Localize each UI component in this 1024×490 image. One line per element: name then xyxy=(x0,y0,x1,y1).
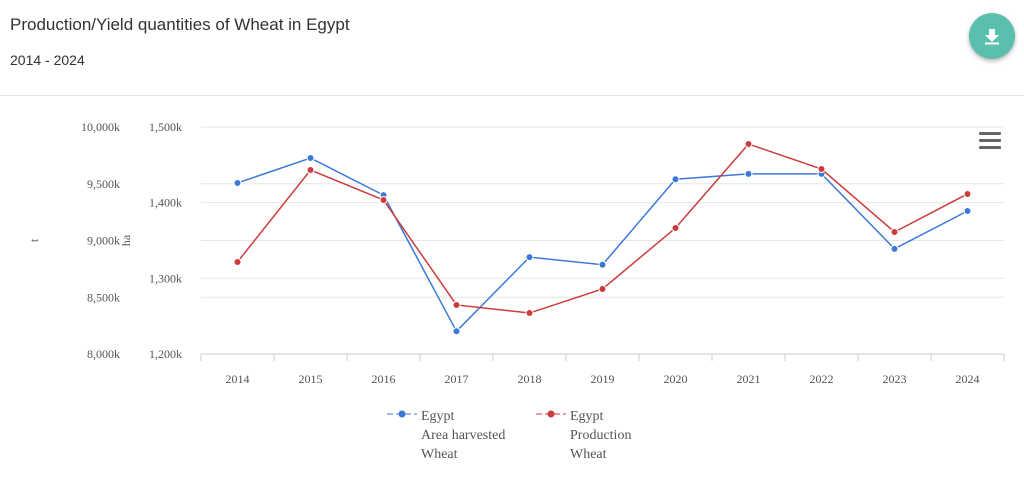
data-point xyxy=(452,327,461,336)
hamburger-menu-icon[interactable] xyxy=(979,132,1001,150)
legend-text: Wheat xyxy=(570,447,607,462)
data-point xyxy=(671,224,680,233)
chart-title: Production/Yield quantities of Wheat in … xyxy=(10,15,350,34)
x-tick-label: 2018 xyxy=(518,372,542,386)
data-point xyxy=(963,206,972,215)
x-tick-label: 2024 xyxy=(956,372,980,386)
data-point xyxy=(306,166,315,175)
data-point xyxy=(744,140,753,149)
x-tick-label: 2015 xyxy=(299,372,323,386)
x-tick-label: 2016 xyxy=(372,372,396,386)
data-point xyxy=(671,175,680,184)
legend-item-production[interactable]: Egypt Production Wheat xyxy=(536,407,632,464)
y-tick-label: 10,000k xyxy=(81,120,120,134)
data-point xyxy=(233,257,242,266)
data-point xyxy=(306,154,315,163)
data-point xyxy=(233,178,242,187)
y-tick-label: 9,000k xyxy=(87,234,120,248)
y-axis-title: t xyxy=(27,238,41,242)
y-tick-label: 1,200k xyxy=(149,347,182,361)
data-point xyxy=(525,253,534,262)
legend-text: Production xyxy=(570,428,632,443)
x-tick-label: 2021 xyxy=(737,372,761,386)
data-point xyxy=(817,164,826,173)
y-tick-label: 1,400k xyxy=(149,196,182,210)
x-tick-label: 2023 xyxy=(883,372,907,386)
legend-item-area-harvested[interactable]: Egypt Area harvested Wheat xyxy=(387,407,506,464)
data-point xyxy=(963,189,972,198)
y-tick-label: 8,500k xyxy=(87,290,120,304)
x-tick-label: 2022 xyxy=(810,372,834,386)
y-axis-title: ha xyxy=(119,234,133,246)
data-point xyxy=(379,195,388,204)
data-point xyxy=(744,169,753,178)
header-divider xyxy=(0,95,1024,96)
x-tick-label: 2019 xyxy=(591,372,615,386)
chart-subtitle: 2014 - 2024 xyxy=(10,52,85,68)
download-icon xyxy=(985,29,999,45)
x-tick-label: 2017 xyxy=(445,372,469,386)
legend-symbol-red xyxy=(536,410,566,418)
legend-text: Wheat xyxy=(421,447,458,462)
legend-text: Egypt xyxy=(570,409,604,424)
data-point xyxy=(890,244,899,253)
data-point xyxy=(598,284,607,293)
data-point xyxy=(525,309,534,318)
legend-text: Egypt xyxy=(421,409,455,424)
y-tick-label: 8,000k xyxy=(87,347,120,361)
y-tick-label: 9,500k xyxy=(87,177,120,191)
data-point xyxy=(452,300,461,309)
y-tick-label: 1,300k xyxy=(149,271,182,285)
legend-text: Area harvested xyxy=(421,428,506,443)
y-tick-label: 1,500k xyxy=(149,120,182,134)
data-point xyxy=(890,227,899,236)
x-tick-label: 2020 xyxy=(664,372,688,386)
download-button[interactable] xyxy=(969,13,1015,59)
data-point xyxy=(598,260,607,269)
legend-symbol-blue xyxy=(387,410,417,418)
x-tick-label: 2014 xyxy=(226,372,250,386)
